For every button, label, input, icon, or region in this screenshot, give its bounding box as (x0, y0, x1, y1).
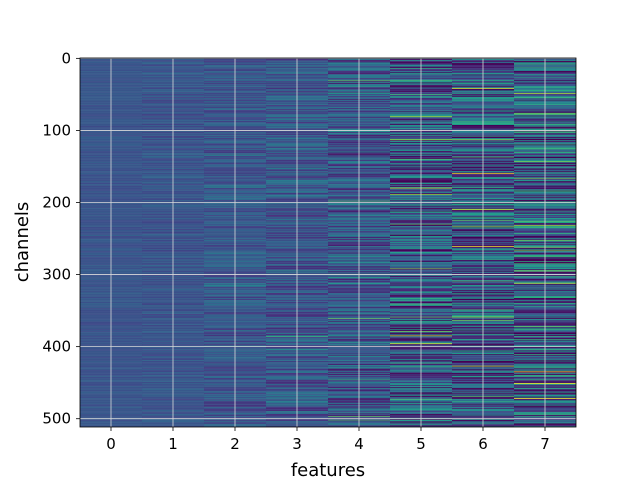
x-tick-label: 0 (106, 435, 116, 453)
x-axis-label: features (291, 460, 365, 480)
y-tick-label: 400 (42, 338, 71, 356)
x-axis-ticks: 0 1 2 3 4 5 6 7 (106, 427, 550, 453)
plot-frame (79, 57, 577, 428)
y-tick-label: 500 (42, 410, 71, 428)
x-tick-label: 2 (230, 435, 240, 453)
x-tick-label: 4 (354, 435, 364, 453)
y-tick-label: 300 (42, 266, 71, 284)
x-tick-label: 5 (416, 435, 426, 453)
gridlines (80, 57, 576, 427)
x-tick-label: 1 (168, 435, 178, 453)
heatmap-cells (80, 58, 576, 427)
y-tick-label: 100 (42, 121, 71, 139)
x-tick-label: 6 (478, 435, 488, 453)
x-tick-label: 7 (540, 435, 550, 453)
y-tick-label: 200 (42, 194, 71, 212)
y-axis-label: channels (12, 202, 33, 283)
y-axis-ticks: 0 100 200 300 400 500 (42, 49, 80, 428)
y-tick-label: 0 (61, 49, 71, 67)
x-tick-label: 3 (292, 435, 302, 453)
